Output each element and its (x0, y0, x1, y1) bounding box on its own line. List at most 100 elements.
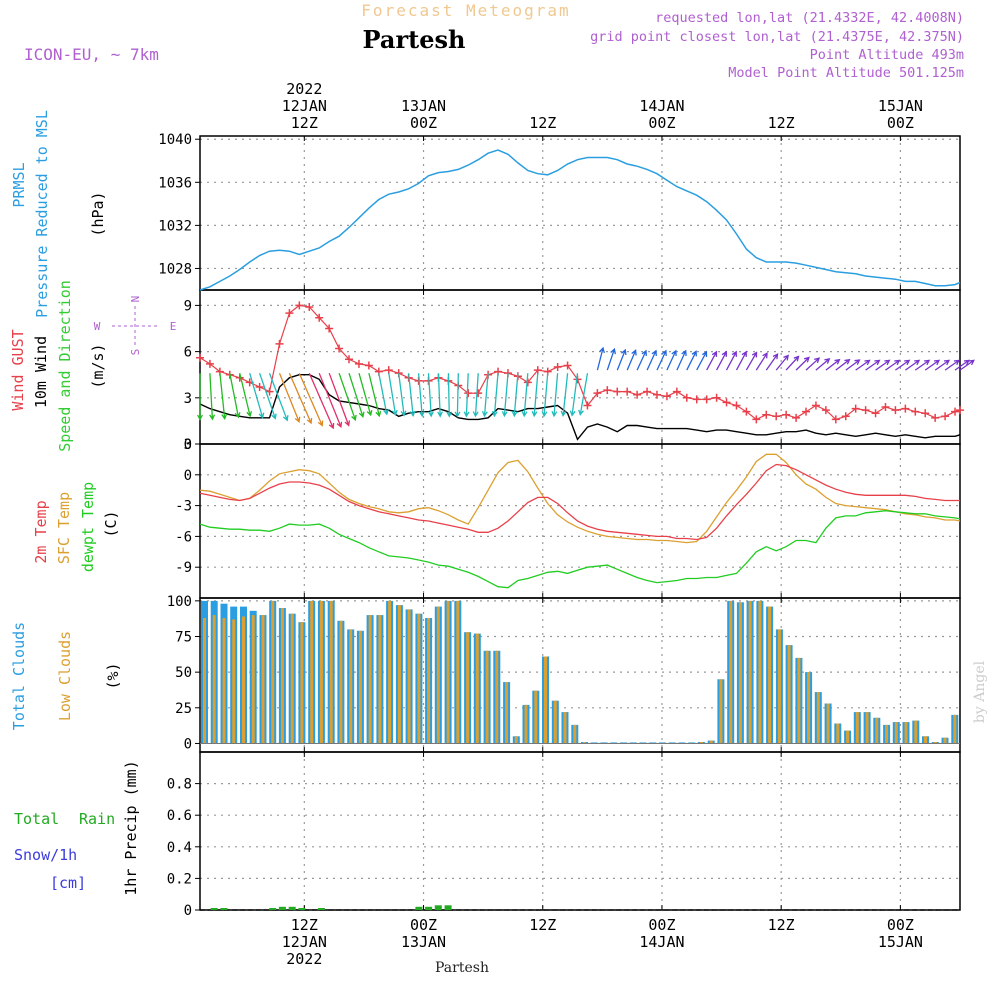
top-time-label: 14JAN (639, 97, 684, 115)
wind-direction-arrow (368, 373, 382, 418)
low-cloud-bar (953, 714, 957, 744)
panel-frame (199, 751, 961, 911)
y-tick-label: 1036 (158, 175, 192, 191)
low-cloud-bar (768, 606, 772, 744)
top-time-label: 00Z (887, 114, 914, 132)
precip-bar (298, 908, 306, 910)
t2m-label: 2m Temp (32, 500, 50, 563)
low-cloud-bar (251, 615, 255, 744)
y-tick-label: 0 (184, 736, 192, 752)
low-cloud-bar (319, 600, 323, 744)
wind-direction-arrow (308, 372, 335, 430)
wind-direction-arrow (209, 373, 216, 421)
wind-direction-arrow (706, 350, 718, 371)
pressure-unit: (hPa) (89, 191, 107, 236)
low-cloud-bar (748, 600, 752, 744)
low-cloud-bar (846, 730, 850, 744)
gust-marker (752, 415, 761, 424)
wind-direction-arrow (944, 359, 961, 371)
grid-point-coords: grid point closest lon,lat (21.4375E, 42… (590, 29, 964, 45)
wind-direction-arrow (197, 373, 203, 421)
low-cloud-bar (544, 656, 547, 744)
wind-direction-arrow (606, 347, 616, 371)
panel-frame (199, 289, 961, 445)
precip-bar (288, 906, 296, 910)
gust-marker (742, 407, 751, 416)
wind-direction-arrow (472, 373, 479, 418)
low-cloud-bar (904, 722, 908, 744)
gust-marker (941, 412, 950, 421)
gust-marker (613, 387, 622, 396)
gust-marker (821, 406, 830, 415)
y-tick-label: -3 (175, 499, 192, 515)
bottom-time-label: 12Z (768, 916, 795, 934)
wind-direction-arrow (686, 350, 697, 371)
wind-direction-arrow (398, 373, 407, 417)
low-cloud-bar (524, 704, 528, 744)
gust-marker (772, 412, 781, 421)
low-cloud-bar (699, 742, 703, 744)
wind-direction-arrow (348, 373, 365, 418)
gust-marker (633, 390, 642, 399)
low-cloud-bar (485, 650, 489, 744)
gust-marker (851, 404, 860, 413)
low-cloud-bar (553, 700, 557, 744)
gust-marker (921, 409, 930, 418)
wind-direction-arrow (855, 359, 871, 371)
wind-direction-arrow (481, 373, 489, 418)
dewpt-line (199, 510, 961, 589)
wind-direction-arrow (560, 373, 569, 417)
low-cloud-bar (212, 615, 216, 744)
wind-direction-arrow (388, 373, 398, 417)
low-cloud-bar (738, 602, 742, 744)
gust-marker (951, 407, 960, 416)
low-cloud-bar (505, 682, 509, 744)
wind-direction-arrow (815, 358, 831, 371)
y-tick-label: 100 (167, 594, 192, 610)
wind-direction-arrow (358, 373, 373, 417)
low-cloud-bar (816, 692, 820, 744)
gust-marker (722, 398, 731, 407)
wind-direction-arrow (765, 353, 779, 371)
top-time-label: 00Z (648, 114, 675, 132)
gust-marker (364, 361, 373, 370)
snow-label: Snow/1h (14, 846, 77, 864)
gust-label: Wind GUST (9, 329, 27, 410)
low-cloud-bar (719, 679, 723, 744)
gust-marker (901, 404, 910, 413)
low-cloud-bar (475, 633, 479, 744)
wind-direction-arrow (725, 350, 737, 371)
low-cloud-bar (378, 615, 382, 744)
wind-direction-arrow (491, 373, 499, 418)
precip-bar (415, 906, 423, 910)
gust-marker (285, 309, 294, 318)
top-time-label: 12JAN (282, 97, 327, 115)
wind-direction-arrow (825, 358, 841, 371)
gust-marker (662, 392, 671, 401)
gust-marker (295, 301, 304, 310)
gust-marker (841, 412, 850, 421)
gust-marker (782, 410, 791, 419)
pressure-line (199, 149, 961, 291)
precip-unit: 1hr Precip (mm) (122, 760, 140, 895)
precip-bar (425, 906, 433, 910)
wind-direction-arrow (278, 372, 301, 423)
snow-unit: [cm] (50, 874, 86, 892)
wind-direction-arrow (676, 349, 687, 371)
wind-direction-arrow (454, 373, 461, 418)
low-cloud-bar (894, 722, 898, 744)
y-tick-label: 3 (184, 437, 192, 453)
y-tick-label: 6 (184, 345, 192, 361)
pressure-label-1: PRMSL (10, 162, 28, 207)
rain-label-a: Total (14, 810, 59, 828)
requested-coords: requested lon,lat (21.4332E, 42.4008N) (655, 10, 964, 26)
precip-bar (220, 908, 228, 910)
gust-marker (553, 363, 562, 371)
low-cloud-bar (777, 629, 781, 744)
wind-direction-arrow (716, 350, 727, 371)
gust-marker (732, 401, 741, 410)
gust-marker (811, 401, 820, 410)
low-cloud-bar (261, 615, 265, 744)
wind-direction-arrow (378, 373, 389, 416)
